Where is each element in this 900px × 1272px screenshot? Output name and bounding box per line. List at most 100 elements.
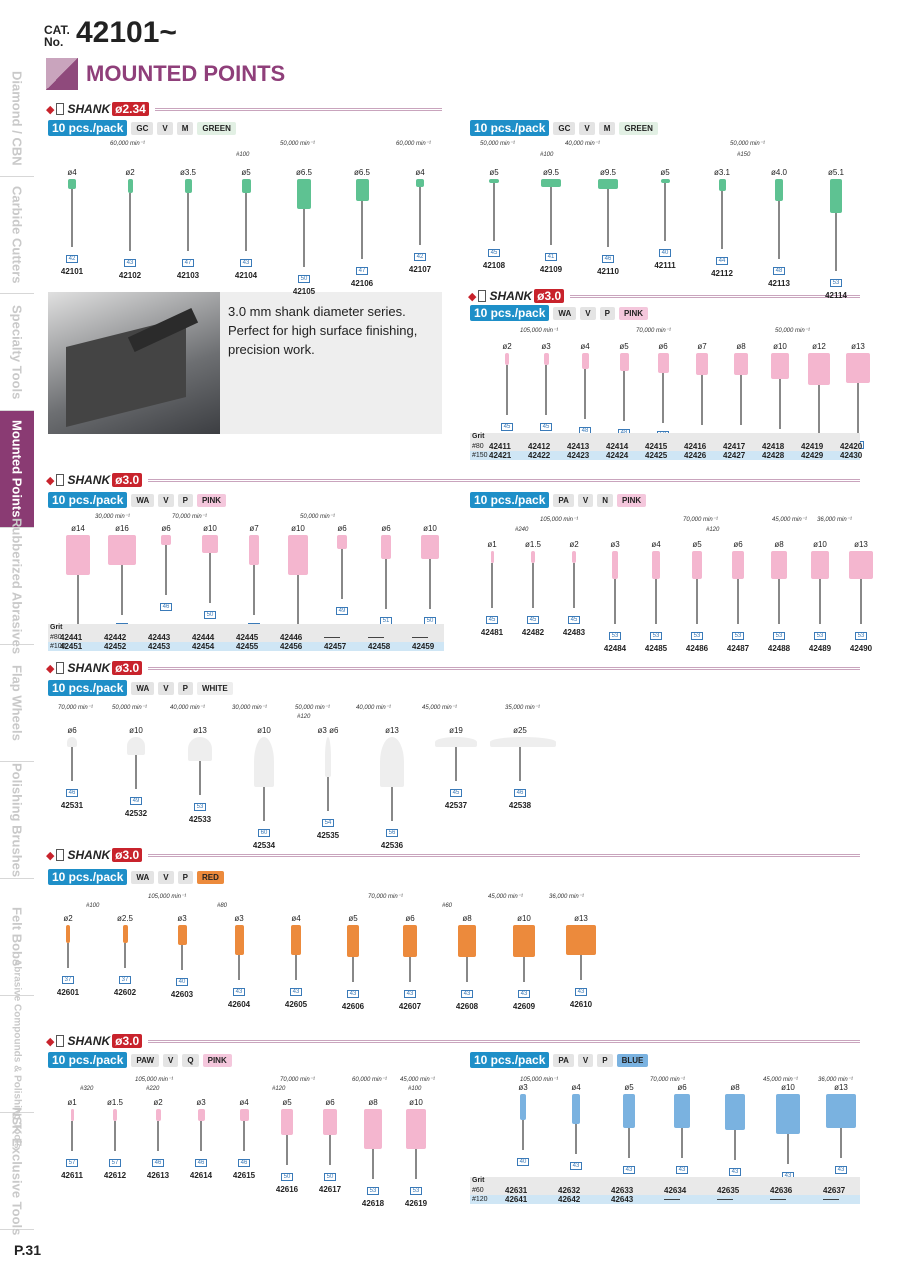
sidebar-item-compounds[interactable]: Abrasive Compounds & Polishing Tools — [0, 959, 34, 1149]
product-item: ø4.0 48 42113 — [749, 168, 809, 288]
shank — [297, 575, 299, 625]
pack-badge: 10 pcs./pack — [470, 120, 550, 136]
product-code: 42616 — [275, 1185, 299, 1194]
product-item: ø2 45 — [477, 342, 537, 433]
speed-label: 40,000 min⁻¹ — [170, 705, 205, 711]
diameter-label: ø3 — [196, 1098, 206, 1107]
product-code: 42615 — [232, 1171, 256, 1180]
diameter-label: ø3 — [610, 540, 620, 549]
banner-label: SHANK — [67, 848, 111, 862]
product-code: 42458 — [368, 642, 391, 651]
diameter-label: ø2 — [153, 1098, 163, 1107]
grit-key: #80 — [472, 443, 484, 450]
product-code: —— — [324, 633, 340, 642]
sidebar-item-specialty[interactable]: Specialty Tools — [0, 294, 34, 411]
shank — [580, 955, 582, 980]
shank — [77, 575, 79, 625]
product-code: 42606 — [341, 1002, 365, 1011]
sidebar-item-flap-wheels[interactable]: Flap Wheels — [0, 645, 34, 762]
length-badge: 43 — [403, 990, 417, 998]
product-code: 42632 — [558, 1186, 581, 1195]
product-item: ø3 45 — [516, 342, 576, 433]
sidebar-item-carbide[interactable]: Carbide Cutters — [0, 177, 34, 294]
product-code: 42614 — [189, 1171, 213, 1180]
length-badge: 43 — [289, 988, 303, 996]
abrasive-head — [581, 353, 589, 369]
product-item: ø6.5 50 42105 — [274, 168, 334, 296]
grit-label: #220 — [146, 1086, 160, 1092]
product-code: 42454 — [192, 642, 215, 651]
speed-label: 70,000 min⁻¹ — [683, 517, 718, 523]
shank — [71, 1121, 73, 1151]
length-badge: 56 — [385, 829, 399, 837]
speed-label: 50,000 min⁻¹ — [775, 328, 810, 334]
diameter-label: ø13 — [851, 342, 865, 351]
abrasive-head — [177, 925, 187, 945]
diameter-label: ø13 — [193, 726, 207, 735]
product-code: 42484 — [603, 644, 627, 653]
shank — [341, 549, 343, 599]
product-item: ø1.5 45 42482 — [503, 540, 563, 637]
abrasive-head — [657, 353, 669, 373]
title-text: MOUNTED POINTS — [86, 61, 286, 86]
banner-size: ø2.34 — [112, 102, 149, 116]
length-badge: 49 — [335, 607, 349, 615]
diameter-label: ø13 — [574, 914, 588, 923]
shank — [787, 1134, 789, 1164]
product-code: 42108 — [482, 261, 506, 270]
sidebar-item-rubberized[interactable]: Rubberized Abrasives — [0, 518, 34, 654]
grit-row: #80 42411 42412 42413 42414 42415 42416 42417 42… — [470, 442, 862, 451]
shank — [835, 213, 837, 271]
shank — [575, 1124, 577, 1154]
diameter-label: ø16 — [115, 524, 129, 533]
diameter-label: ø3 — [177, 914, 187, 923]
color-tag: PINK — [618, 306, 649, 320]
length-badge: 40 — [516, 1158, 530, 1166]
product-item: ø4 43 42605 — [266, 914, 326, 1009]
speed-label: 35,000 min⁻¹ — [505, 705, 540, 711]
shank — [181, 945, 183, 970]
sidebar-item-felt-bobs[interactable]: Felt Bobs — [0, 879, 34, 996]
product-code: 42533 — [188, 815, 212, 824]
length-badge: 53 — [409, 1187, 423, 1195]
diameter-label: ø6 — [337, 524, 347, 533]
abrasive-head — [68, 179, 76, 189]
grit-key: #100 — [50, 643, 66, 650]
diameter-label: ø10 — [291, 524, 305, 533]
shank — [778, 201, 780, 259]
abrasive-head — [458, 925, 476, 957]
shank — [361, 201, 363, 259]
speed-label: 45,000 min⁻¹ — [422, 705, 457, 711]
shank — [681, 1128, 683, 1158]
product-item: ø3.1 44 42112 — [692, 168, 752, 278]
abrasive-head — [566, 925, 596, 955]
sidebar-item-diamond[interactable]: Diamond / CBN — [0, 60, 34, 177]
product-code: 42112 — [711, 269, 733, 278]
abrasive-head — [718, 179, 726, 191]
title-icon — [46, 58, 78, 90]
shank — [455, 747, 457, 781]
sidebar-item-nsk-exclusive[interactable]: NSK Exclusive Tools — [0, 1107, 34, 1235]
sidebar-label: Felt Bobs — [9, 907, 25, 967]
speed-label: 40,000 min⁻¹ — [565, 141, 600, 147]
product-code: 42413 — [567, 442, 590, 451]
length-badge: 50 — [323, 1173, 337, 1181]
length-badge: 46 — [601, 255, 615, 263]
tag: V — [158, 493, 174, 507]
sidebar-item-mounted-points[interactable]: Mounted Points — [0, 411, 34, 528]
shank — [429, 559, 431, 609]
banner-size: ø3.0 — [112, 848, 143, 862]
product-item: ø6 43 42607 — [380, 914, 440, 1011]
sidebar-item-polishing-brushes[interactable]: Polishing Brushes — [0, 762, 34, 879]
abrasive-head — [826, 1094, 856, 1128]
diameter-label: ø5 — [624, 1083, 634, 1092]
shank — [187, 193, 189, 251]
grit-header: Grit — [48, 624, 444, 633]
diameter-label: ø10 — [409, 1098, 423, 1107]
abrasive-head — [188, 737, 212, 761]
diameter-label: ø5 — [241, 168, 251, 177]
product-item: ø3 46 42614 — [171, 1098, 231, 1180]
diameter-label: ø9.5 — [542, 168, 559, 177]
product-code: 42102 — [118, 271, 142, 280]
length-badge: 53 — [649, 632, 663, 640]
